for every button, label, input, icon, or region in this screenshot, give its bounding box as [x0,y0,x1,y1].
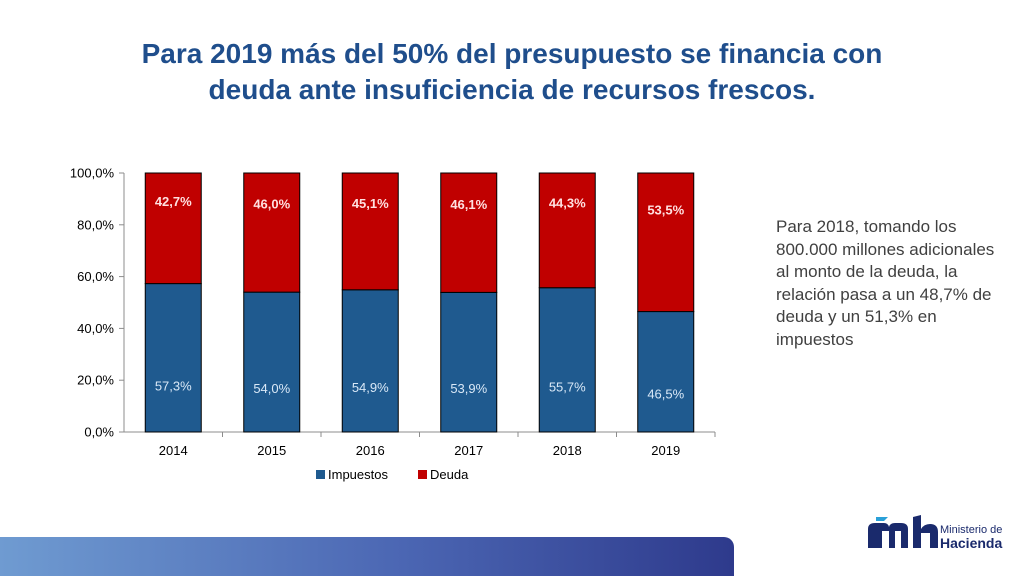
x-tick-label-2017: 2017 [454,443,483,458]
bar-impuestos-2019 [637,311,695,433]
data-label-deuda-2019: 53,5% [647,203,684,218]
data-label-deuda-2016: 45,1% [352,196,389,211]
stacked-bar-chart: 0,0% 20,0% 40,0% 60,0% 80,0% 100,0% 57,3% 42,7%… [70,166,716,482]
slide-title: Para 2019 más del 50% del presupuesto se… [60,36,964,108]
y-tick-label: 20,0% [77,373,114,388]
logo-text: Ministerio de Hacienda [940,524,1002,550]
slide-title-line-1: Para 2019 más del 50% del presupuesto se… [141,38,883,69]
y-tick-label: 80,0% [77,217,114,232]
legend-label-deuda: Deuda [430,467,469,482]
slide-title-line-2: deuda ante insuficiencia de recursos fre… [208,74,816,105]
data-label-impuestos-2018: 55,7% [549,380,586,395]
y-tick-label: 0,0% [84,425,114,440]
data-label-impuestos-2019: 46,5% [647,386,684,401]
y-tick-label: 40,0% [77,321,114,336]
logo-line-2: Hacienda [940,535,1003,551]
legend-swatch-impuestos [316,470,325,479]
data-label-impuestos-2015: 54,0% [253,381,290,396]
ministerio-hacienda-logo-icon [868,515,938,548]
y-tick-label: 100,0% [70,166,115,181]
logo-line-1: Ministerio de [940,524,1003,536]
bar-impuestos-2016 [341,289,399,433]
bar-deuda-2017 [440,172,498,293]
bar-deuda-2015 [243,172,301,293]
legend-swatch-deuda [418,470,427,479]
data-label-impuestos-2017: 53,9% [450,381,487,396]
bottom-decorative-band [0,537,734,576]
data-label-deuda-2014: 42,7% [155,194,192,209]
x-tick-label-2015: 2015 [257,443,286,458]
bar-deuda-2016 [341,172,399,291]
bar-deuda-2018 [538,172,596,289]
y-tick-label: 60,0% [77,269,114,284]
bar-impuestos-2015 [243,291,301,433]
x-tick-label-2019: 2019 [651,443,680,458]
data-label-deuda-2018: 44,3% [549,195,586,210]
data-label-impuestos-2016: 54,9% [352,380,389,395]
legend-label-impuestos: Impuestos [328,467,388,482]
data-label-deuda-2015: 46,0% [253,197,290,212]
bar-impuestos-2018 [538,287,596,433]
bar-deuda-2019 [637,172,695,313]
bar-impuestos-2014 [144,283,202,433]
bar-deuda-2014 [144,172,202,285]
bar-impuestos-2017 [440,291,498,433]
data-label-deuda-2017: 46,1% [450,197,487,212]
side-note: Para 2018, tomando los 800.000 millones … [776,217,995,349]
x-tick-label-2016: 2016 [356,443,385,458]
x-tick-label-2014: 2014 [159,443,188,458]
x-tick-label-2018: 2018 [553,443,582,458]
data-label-impuestos-2014: 57,3% [155,378,192,393]
